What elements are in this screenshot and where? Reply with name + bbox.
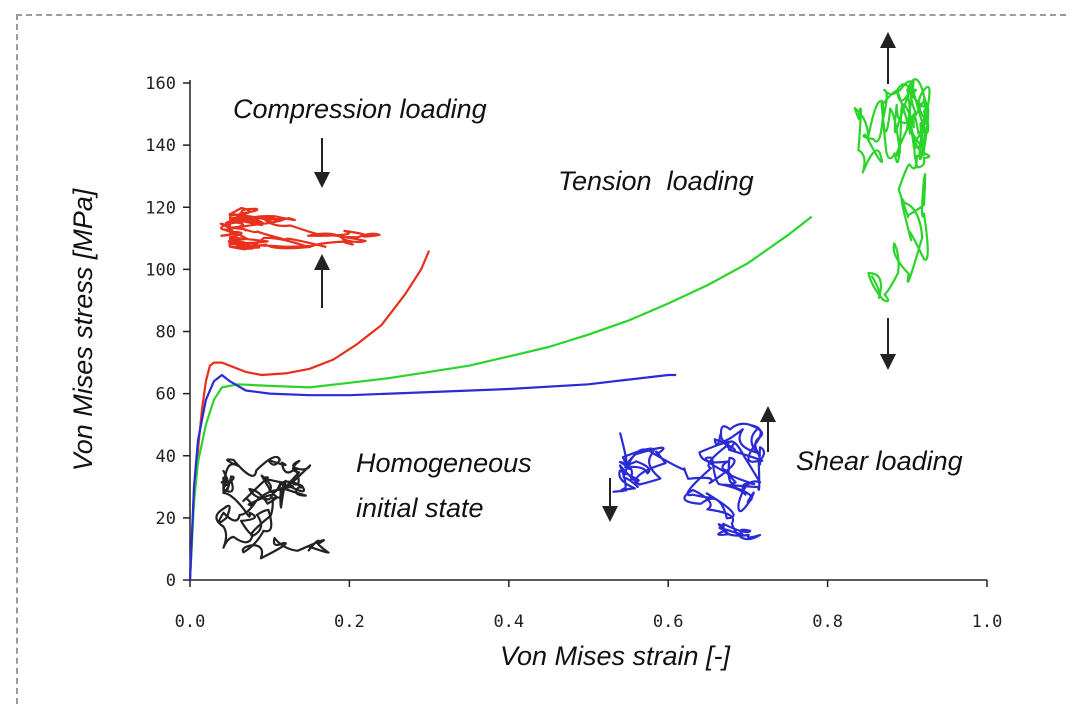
y-tick-label: 100 <box>145 260 176 280</box>
y-tick-label: 20 <box>156 509 176 529</box>
y-axis-label: Von Mises stress [MPa] <box>68 187 98 471</box>
compressed-chain-red <box>219 206 381 251</box>
dashed-frame <box>16 14 1066 704</box>
stretched-chain-green <box>853 78 931 303</box>
x-tick-label: 1.0 <box>972 612 1003 632</box>
annotation-homogeneous: Homogeneous <box>356 448 532 478</box>
y-tick-label: 0 <box>166 571 176 591</box>
x-tick-label: 0.0 <box>175 612 206 632</box>
y-tick-group: 0 20 40 60 80 100 120 140 160 <box>145 74 190 591</box>
annotation-compression: Compression loading <box>233 94 487 124</box>
y-tick-label: 40 <box>156 447 176 467</box>
x-tick-group: 0.0 0.2 0.4 0.6 0.8 1.0 <box>175 580 1003 632</box>
initial-chain-black <box>215 455 330 560</box>
y-tick-label: 80 <box>156 323 176 343</box>
shear-curve <box>188 373 677 581</box>
chain-illustrations <box>215 78 931 560</box>
annotation-tension: Tension loading <box>558 166 754 196</box>
y-tick-label: 120 <box>145 198 176 218</box>
y-tick-label: 160 <box>145 74 176 94</box>
y-tick-label: 140 <box>145 136 176 156</box>
tension-curve <box>188 215 813 581</box>
series-layer <box>188 215 813 581</box>
annotation-shear: Shear loading <box>796 446 963 476</box>
annotation-initial-state: initial state <box>356 493 484 523</box>
sheared-chain-blue <box>612 422 766 541</box>
loading-arrows <box>314 32 896 522</box>
compression-curve <box>188 250 431 581</box>
x-tick-label: 0.8 <box>812 612 843 632</box>
x-tick-label: 0.2 <box>334 612 365 632</box>
x-tick-label: 0.6 <box>653 612 684 632</box>
x-axis-label: Von Mises strain [-] <box>500 641 732 671</box>
y-tick-label: 60 <box>156 385 176 405</box>
x-tick-label: 0.4 <box>493 612 524 632</box>
